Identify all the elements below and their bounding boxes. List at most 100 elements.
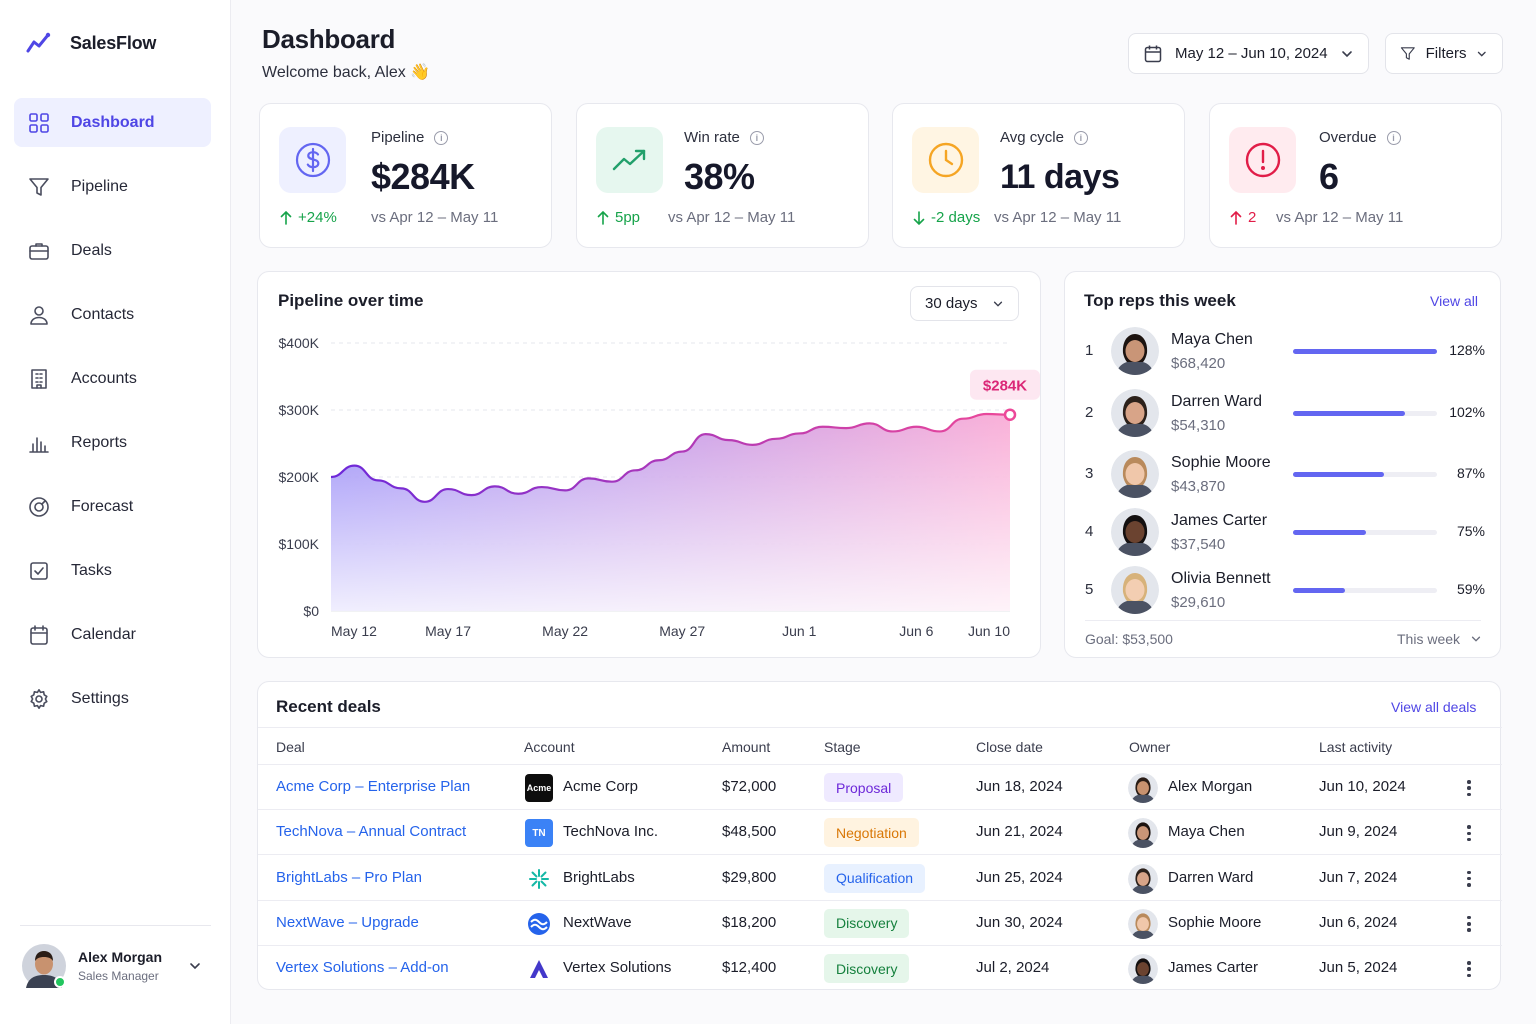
user-menu[interactable]: Alex Morgan Sales Manager: [22, 942, 202, 990]
kpi-card-win-rate[interactable]: Win rate i 38% 5pp vs Apr 12 – May 11: [576, 103, 869, 248]
column-header[interactable]: Last activity: [1319, 739, 1393, 755]
kpi-value: 6: [1319, 156, 1339, 197]
info-icon[interactable]: i: [1386, 130, 1401, 145]
info-icon[interactable]: i: [1073, 130, 1088, 145]
kpi-label-text: Win rate: [684, 129, 740, 146]
x-tick-label: May 22: [542, 623, 588, 639]
owner-avatar: [1128, 908, 1158, 939]
sidebar-item-deals[interactable]: Deals: [14, 226, 211, 275]
more-actions-icon[interactable]: [1462, 869, 1476, 889]
column-header[interactable]: Account: [524, 739, 575, 755]
period-select[interactable]: This week: [1397, 631, 1482, 647]
rep-rank: 3: [1085, 465, 1094, 482]
sidebar-item-calendar[interactable]: Calendar: [14, 610, 211, 659]
column-header[interactable]: Stage: [824, 739, 861, 755]
sidebar-item-dashboard[interactable]: Dashboard: [14, 98, 211, 147]
calendar-icon: [1144, 45, 1162, 62]
brand[interactable]: SalesFlow: [26, 32, 156, 54]
arrow-down-icon: [913, 210, 925, 225]
kpi-card-overdue[interactable]: Overdue i 6 2 vs Apr 12 – May 11: [1209, 103, 1502, 248]
table-row[interactable]: Acme Corp – Enterprise Plan Acme Acme Corp…: [258, 765, 1502, 810]
filters-button[interactable]: Filters: [1385, 33, 1503, 74]
x-tick-label: May 27: [659, 623, 705, 639]
rep-progress-fill: [1293, 530, 1367, 535]
rep-name[interactable]: James Carter: [1171, 512, 1268, 529]
deal-name-link[interactable]: NextWave – Upgrade: [276, 913, 419, 931]
table-row[interactable]: BrightLabs – Pro Plan BrightLabs $29,800 Qu…: [258, 856, 1502, 901]
kpi-icon-box: [912, 127, 979, 193]
deal-amount: $48,500: [722, 823, 777, 841]
rep-name[interactable]: Maya Chen: [1171, 331, 1253, 348]
column-header[interactable]: Close date: [976, 739, 1043, 755]
account-name: TechNova Inc.: [563, 823, 659, 841]
last-activity: Jun 7, 2024: [1319, 868, 1398, 886]
deal-name-link[interactable]: BrightLabs – Pro Plan: [276, 868, 422, 886]
date-range-picker[interactable]: May 12 – Jun 10, 2024: [1128, 33, 1369, 74]
rep-name[interactable]: Sophie Moore: [1171, 454, 1271, 471]
owner-name: Maya Chen: [1168, 823, 1245, 841]
rep-name[interactable]: Darren Ward: [1171, 393, 1262, 410]
more-actions-icon[interactable]: [1462, 823, 1476, 843]
page-title: Dashboard: [262, 24, 396, 54]
sidebar-item-reports[interactable]: Reports: [14, 418, 211, 467]
column-header[interactable]: Owner: [1129, 739, 1171, 755]
table-row[interactable]: TechNova – Annual Contract TN TechNova Inc…: [258, 810, 1502, 856]
latest-point-marker[interactable]: [1003, 408, 1017, 421]
table-header: Deal Account Amount Stage Close date Own…: [258, 727, 1502, 765]
info-icon[interactable]: i: [434, 130, 449, 145]
rep-name[interactable]: Olivia Bennett: [1171, 570, 1271, 587]
kpi-value: 11 days: [1000, 158, 1120, 196]
table-row[interactable]: Vertex Solutions – Add-on Vertex Solution…: [258, 946, 1502, 991]
x-tick-label: May 17: [425, 623, 471, 639]
owner-name: Alex Morgan: [1168, 778, 1253, 795]
info-icon[interactable]: i: [749, 130, 764, 145]
sidebar-item-contacts[interactable]: Contacts: [14, 290, 211, 339]
sidebar-item-accounts[interactable]: Accounts: [14, 354, 211, 403]
clock-icon: [928, 142, 963, 178]
more-actions-icon[interactable]: [1462, 959, 1476, 979]
technova-logo-icon: TN: [525, 819, 553, 848]
stage-badge: Discovery: [824, 954, 910, 984]
rep-row[interactable]: 5 Olivia Bennett $29,610 59%: [1085, 566, 1485, 614]
sidebar-item-label: Forecast: [71, 497, 134, 515]
period-select-value: This week: [1397, 631, 1461, 647]
column-header[interactable]: Amount: [722, 739, 771, 755]
view-all-reps-link[interactable]: View all: [1430, 293, 1478, 309]
rep-row[interactable]: 3 Sophie Moore $43,870 87%: [1085, 450, 1485, 498]
kpi-card-avg-cycle[interactable]: Avg cycle i 11 days -2 days vs Apr 12 – M…: [892, 103, 1185, 248]
chevron-down-icon: [993, 301, 1002, 307]
rep-quota-percent: 102%: [1449, 404, 1485, 420]
table-row[interactable]: NextWave – Upgrade NextWave $18,200 Discove…: [258, 901, 1502, 946]
rep-amount: $43,870: [1171, 478, 1226, 495]
chart-title: Pipeline over time: [278, 291, 424, 310]
kpi-value: 38%: [684, 156, 755, 197]
deal-name-link[interactable]: Acme Corp – Enterprise Plan: [276, 778, 471, 795]
sidebar-item-forecast[interactable]: Forecast: [14, 482, 211, 531]
deal-name-link[interactable]: TechNova – Annual Contract: [276, 823, 467, 841]
more-actions-icon[interactable]: [1462, 778, 1476, 798]
kpi-delta-text: +24%: [298, 209, 337, 226]
column-header[interactable]: Deal: [276, 739, 305, 755]
avatar: [1111, 508, 1159, 556]
more-actions-icon[interactable]: [1462, 914, 1476, 934]
rep-progress-fill: [1293, 588, 1345, 593]
pipeline-chart-panel: Pipeline over time 30 days $0 $10: [257, 271, 1041, 658]
kpi-card-pipeline[interactable]: Pipeline i $284K +24% vs Apr 12 – May 11: [259, 103, 552, 248]
rep-progress-track: [1293, 588, 1437, 593]
deal-amount: $72,000: [722, 778, 777, 795]
view-all-deals-link[interactable]: View all deals: [1391, 699, 1477, 715]
sidebar-item-settings[interactable]: Settings: [14, 674, 211, 723]
sidebar-item-tasks[interactable]: Tasks: [14, 546, 211, 595]
deal-name-link[interactable]: Vertex Solutions – Add-on: [276, 959, 449, 977]
kpi-icon-box: [279, 127, 346, 193]
funnel-icon: [29, 177, 49, 196]
rep-row[interactable]: 1 Maya Chen $68,420 128%: [1085, 327, 1485, 375]
rep-row[interactable]: 2 Darren Ward $54,310 102%: [1085, 389, 1485, 437]
rep-row[interactable]: 4 James Carter $37,540 75%: [1085, 508, 1485, 556]
range-select[interactable]: 30 days: [910, 286, 1019, 321]
avatar: [1111, 566, 1159, 614]
sidebar-item-pipeline[interactable]: Pipeline: [14, 162, 211, 211]
stage-badge: Negotiation: [824, 818, 919, 848]
owner-avatar: [1128, 773, 1158, 803]
divider: [1085, 620, 1481, 621]
